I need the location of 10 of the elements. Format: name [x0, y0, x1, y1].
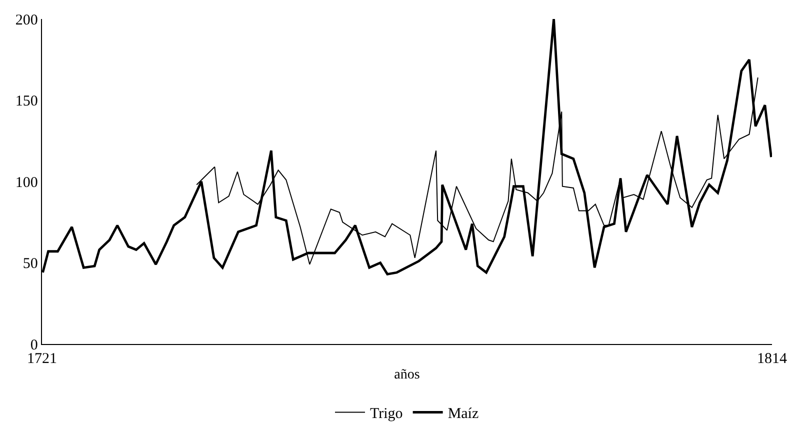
y-tick-label: 150	[15, 94, 38, 110]
x-tick-label: 1721	[27, 351, 57, 368]
y-tick-label: 200	[15, 12, 38, 28]
y-tick-label: 0	[30, 337, 38, 354]
legend-label: Trigo	[370, 406, 403, 422]
x-tick-label: 1814	[757, 351, 788, 368]
y-tick-label: 50	[22, 256, 38, 272]
legend-label: Maíz	[448, 406, 479, 422]
x-axis-title: años	[394, 367, 420, 382]
y-tick-label: 100	[15, 174, 38, 191]
